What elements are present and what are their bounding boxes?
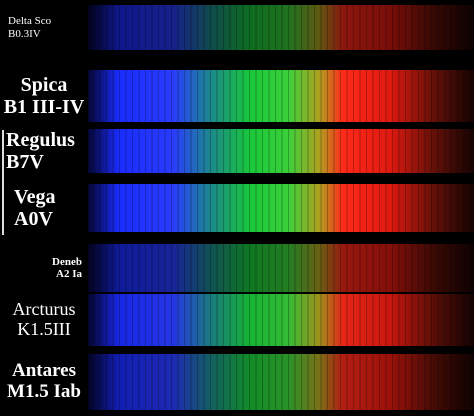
star-class: M1.5 Iab [7,381,81,402]
star-class: A2 Ia [56,268,82,280]
star-class: A0V [14,208,53,230]
spectrum-strip [88,244,474,292]
spectrum-strip [88,294,474,346]
spectrum-strip [88,70,474,122]
spectrum-row: Regulus B7V [0,129,474,173]
star-class: B7V [6,151,44,173]
spectrum-row: Spica B1 III-IV [0,70,474,122]
spectrum-strip [88,129,474,173]
spectrum-strip [88,184,474,232]
star-label: Antares M1.5 Iab [0,354,88,410]
star-label: Regulus B7V [0,129,88,173]
star-label: Vega A0V [0,184,88,232]
spectrum-row: Antares M1.5 Iab [0,354,474,410]
star-name: Vega [14,186,56,208]
spectrum-row: Deneb A2 Ia [0,244,474,292]
star-name: Arcturus [12,299,76,320]
spectrum-row: Vega A0V [0,184,474,232]
star-class: B1 III-IV [3,96,85,118]
star-label: Arcturus K1.5III [0,294,88,346]
star-label: Delta Sco B0.3IV [0,5,88,50]
spectrum-row: Arcturus K1.5III [0,294,474,346]
star-label: Spica B1 III-IV [0,70,88,122]
star-name: Delta Sco [8,15,52,28]
star-class: K1.5III [17,319,71,339]
star-label: Deneb A2 Ia [0,244,88,292]
star-class: B0.3IV [8,27,41,40]
star-name: Antares [11,360,77,382]
spectrum-row: Delta Sco B0.3IV [0,5,474,50]
star-name: Deneb [52,255,82,268]
star-name: Regulus [6,129,75,151]
star-name: Spica [20,74,68,96]
bracket-line [2,130,4,235]
spectrum-strip [88,5,474,50]
spectrum-strip [88,354,474,410]
